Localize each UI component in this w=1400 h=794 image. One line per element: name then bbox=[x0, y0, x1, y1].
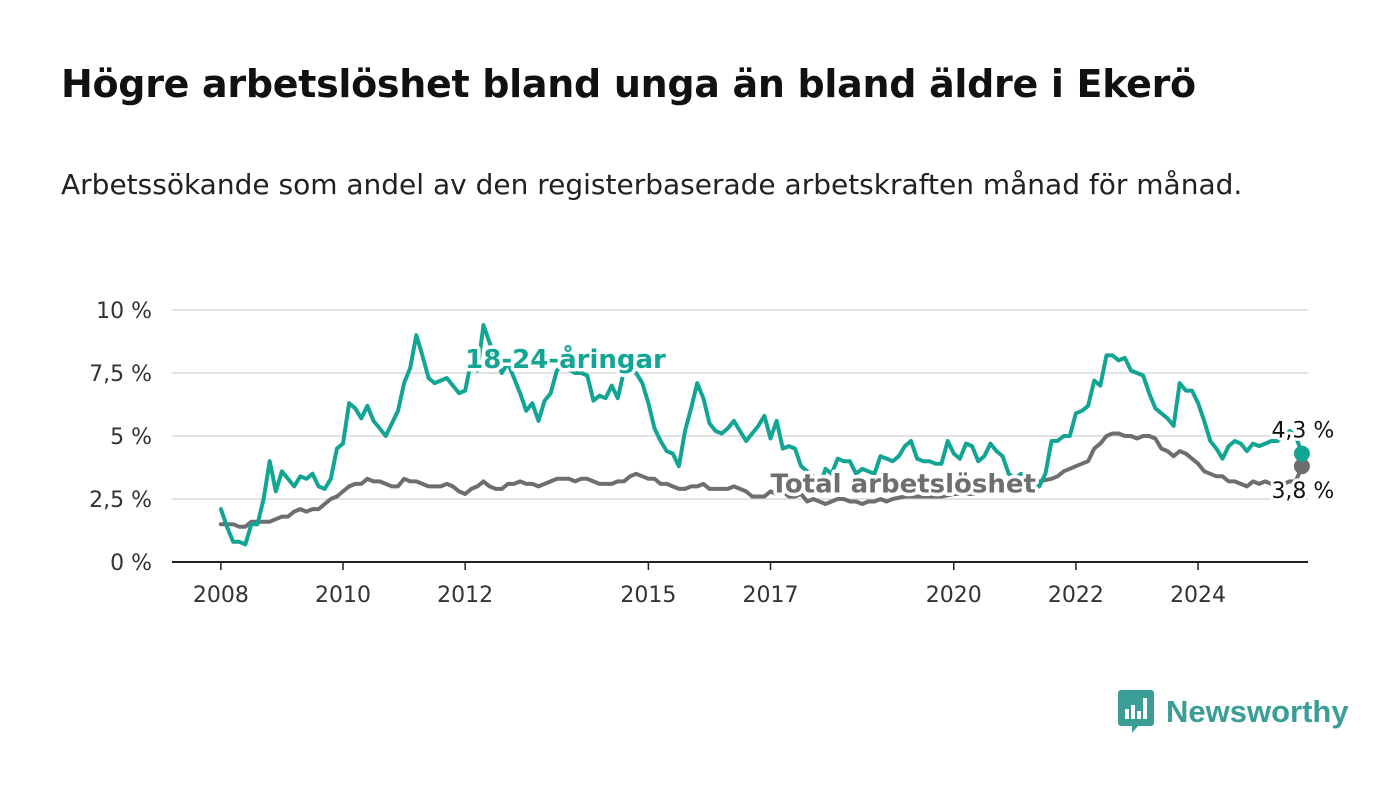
series-end-point bbox=[1293, 445, 1310, 462]
y-tick-label: 5 % bbox=[110, 425, 152, 450]
x-tick-label: 2010 bbox=[315, 583, 371, 608]
y-tick-label: 2,5 % bbox=[89, 488, 152, 513]
x-tick-label: 2024 bbox=[1170, 583, 1226, 608]
brand: Newsworthy bbox=[1118, 690, 1349, 734]
series-end-point bbox=[1293, 458, 1310, 475]
series-label-youth: 18-24-åringar bbox=[465, 343, 666, 375]
y-tick-label: 0 % bbox=[110, 551, 152, 576]
chart-subtitle: Arbetssökande som andel av den registerb… bbox=[61, 168, 1243, 201]
newsworthy-logo-icon bbox=[1118, 690, 1154, 733]
series-line bbox=[218, 431, 1304, 529]
series-line bbox=[218, 323, 1304, 547]
y-tick-label: 10 % bbox=[96, 299, 152, 324]
y-tick-label: 7,5 % bbox=[89, 362, 152, 387]
end-value-youth: 4,3 % bbox=[1271, 419, 1334, 444]
x-tick-label: 2012 bbox=[437, 583, 493, 608]
series-lines bbox=[218, 323, 1310, 547]
x-tick-label: 2015 bbox=[620, 583, 676, 608]
series-label-total: Total arbetslöshet bbox=[771, 470, 1036, 500]
end-value-total: 3,8 % bbox=[1271, 479, 1334, 504]
x-tick-label: 2008 bbox=[193, 583, 249, 608]
gridlines bbox=[172, 309, 1308, 500]
chart-title: Högre arbetslöshet bland unga än bland ä… bbox=[61, 62, 1196, 106]
x-tick-label: 2022 bbox=[1048, 583, 1104, 608]
x-tick-label: 2017 bbox=[743, 583, 799, 608]
x-axis: 2008 2010 2012 2015 2017 2020 2022 2024 bbox=[172, 561, 1308, 608]
y-axis-ticks: 0 % 2,5 % 5 % 7,5 % 10 % bbox=[89, 299, 152, 576]
x-tick-label: 2020 bbox=[926, 583, 982, 608]
series-labels: 18-24-åringar Total arbetslöshet 4,3 % 3,8 … bbox=[462, 339, 1338, 507]
brand-name: Newsworthy bbox=[1166, 694, 1349, 729]
